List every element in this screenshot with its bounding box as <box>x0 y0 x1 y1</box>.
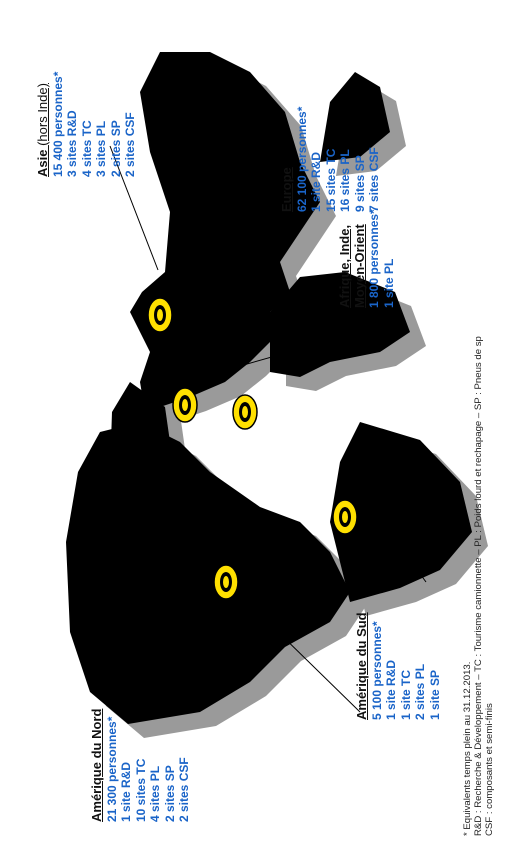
region-line: 2 sites CSF <box>177 757 191 822</box>
region-south-america: Amérique du Sud 5 100 personnes* 1 site … <box>354 612 442 720</box>
region-line: 21 300 personnes* <box>104 716 119 822</box>
region-title: Amérique du Sud <box>354 612 369 720</box>
region-title: Amérique du Nord <box>89 708 104 822</box>
region-title: Afrique, Inde, <box>337 224 352 308</box>
region-line: 3 sites PL <box>94 120 108 177</box>
region-line: 7 sites CSF <box>367 147 381 212</box>
region-line: 2 sites SP <box>162 765 177 822</box>
region-line: 3 sites R&D <box>65 110 79 177</box>
footnotes: * Equivalents temps plein au 31.12.2013.… <box>462 336 495 836</box>
region-title: Europe <box>279 167 294 212</box>
region-line: 1 site R&D <box>309 151 323 212</box>
footnote-csf: CSF : composants et semi-finis <box>484 703 495 836</box>
footnote-fte: * Equivalents temps plein au 31.12.2013. <box>462 661 473 836</box>
region-title-line2: Moyen-Orient <box>351 224 367 308</box>
south-america-shape <box>330 422 472 602</box>
region-title-main: Asie <box>35 149 50 177</box>
region-line: 16 sites PL <box>338 149 352 212</box>
region-line: 15 sites TC <box>323 148 338 212</box>
logo-asia-icon <box>147 297 173 333</box>
region-line: 9 sites SP <box>352 155 367 212</box>
logo-africa-india-icon <box>232 394 258 430</box>
leader-lines <box>109 145 427 713</box>
map-continents <box>66 52 472 724</box>
logo-europe-icon <box>172 387 198 423</box>
region-title: Asie (hors Inde) <box>35 72 51 177</box>
region-line: 62 100 personnes* <box>294 106 309 212</box>
australia-shape <box>320 72 390 162</box>
logo-south-america-icon <box>332 499 358 535</box>
logo-north-america-icon <box>213 564 239 600</box>
region-line: 2 sites SP <box>108 120 123 177</box>
region-title-suffix: (hors Inde) <box>35 83 50 146</box>
region-line: 15 400 personnes* <box>50 71 65 177</box>
region-line: 1 site TC <box>398 669 413 720</box>
region-asia: Asie (hors Inde) 15 400 personnes* 3 sit… <box>35 71 138 177</box>
north-america-shape <box>66 422 350 724</box>
region-line: 2 sites CSF <box>123 112 137 177</box>
region-north-america: Amérique du Nord 21 300 personnes* 1 sit… <box>89 708 192 822</box>
footnote-abbreviations: R&D : Recherche & Développement – TC : T… <box>473 336 484 836</box>
region-line: 4 sites TC <box>79 120 94 177</box>
region-line: 1 site PL <box>381 258 396 308</box>
region-line: 1 site R&D <box>384 659 398 720</box>
region-line: 1 site SP <box>427 669 442 720</box>
site-markers <box>147 297 358 600</box>
region-line: 1 800 personnes* <box>367 209 381 308</box>
region-europe: Europe 62 100 personnes* 1 site R&D 15 s… <box>279 106 382 212</box>
region-line: 4 sites PL <box>148 765 162 822</box>
region-line: 5 100 personnes* <box>369 621 384 720</box>
region-africa-india-middle-east: Afrique, Inde, Moyen-Orient 1 800 person… <box>337 209 396 308</box>
region-line: 1 site R&D <box>119 761 133 822</box>
africa-shape <box>270 272 410 377</box>
region-line: 2 sites PL <box>413 663 427 720</box>
eurasia-shape <box>130 52 320 412</box>
region-line: 10 sites TC <box>133 758 148 822</box>
